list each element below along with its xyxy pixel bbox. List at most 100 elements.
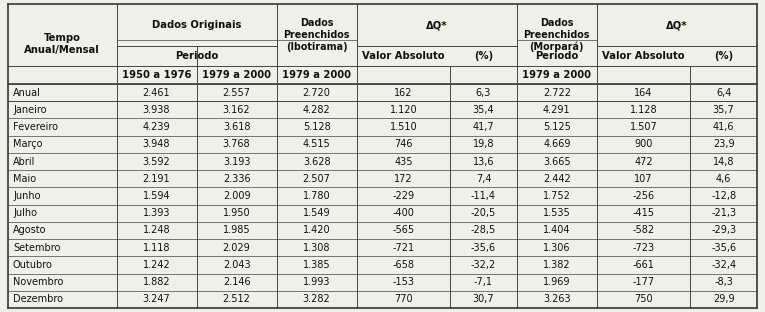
Text: 1.882: 1.882 [143,277,171,287]
Text: 2.009: 2.009 [223,191,250,201]
Text: 1.308: 1.308 [303,243,330,253]
Text: -661: -661 [633,260,655,270]
Text: 3.282: 3.282 [303,295,330,305]
Text: 3.263: 3.263 [543,295,571,305]
Text: 1.535: 1.535 [543,208,571,218]
Text: -35,6: -35,6 [711,243,736,253]
Text: 900: 900 [634,139,653,149]
Text: 1.969: 1.969 [543,277,571,287]
Text: 4.291: 4.291 [543,105,571,115]
Text: 1.507: 1.507 [630,122,657,132]
Text: -658: -658 [392,260,415,270]
Text: 1.404: 1.404 [543,226,571,236]
Text: 5.128: 5.128 [303,122,330,132]
Text: 3.665: 3.665 [543,157,571,167]
Text: 4.239: 4.239 [143,122,171,132]
Text: 164: 164 [634,88,653,98]
Text: -32,4: -32,4 [711,260,736,270]
Text: (%): (%) [714,51,733,61]
Text: 3.162: 3.162 [223,105,250,115]
Text: 1.385: 1.385 [303,260,330,270]
Text: 1.780: 1.780 [303,191,330,201]
Text: -11,4: -11,4 [471,191,496,201]
Text: -29,3: -29,3 [711,226,736,236]
Text: 1.128: 1.128 [630,105,657,115]
Text: 41,6: 41,6 [713,122,734,132]
Text: -721: -721 [392,243,415,253]
Text: 4,6: 4,6 [716,174,731,184]
Text: 6,4: 6,4 [716,88,731,98]
Text: -256: -256 [633,191,655,201]
Text: 1.752: 1.752 [543,191,571,201]
Text: (%): (%) [474,51,493,61]
Text: Maio: Maio [13,174,36,184]
Text: 1.306: 1.306 [543,243,571,253]
Text: -20,5: -20,5 [470,208,496,218]
Text: Julho: Julho [13,208,37,218]
Text: 2.722: 2.722 [543,88,571,98]
Text: -8,3: -8,3 [715,277,733,287]
Text: Periodo: Periodo [536,51,578,61]
Text: Junho: Junho [13,191,41,201]
Text: -582: -582 [633,226,655,236]
Text: 1.120: 1.120 [389,105,417,115]
Text: 2.512: 2.512 [223,295,251,305]
Text: 1.549: 1.549 [303,208,330,218]
Text: 2.461: 2.461 [143,88,171,98]
Text: -21,3: -21,3 [711,208,736,218]
Text: 2.029: 2.029 [223,243,250,253]
Text: 3.592: 3.592 [143,157,171,167]
Text: 2.146: 2.146 [223,277,250,287]
Text: -28,5: -28,5 [470,226,496,236]
Text: -177: -177 [633,277,655,287]
Text: 3.193: 3.193 [223,157,250,167]
Text: 35,4: 35,4 [473,105,494,115]
Text: 41,7: 41,7 [473,122,494,132]
Text: 472: 472 [634,157,653,167]
Text: -415: -415 [633,208,655,218]
Text: 2.442: 2.442 [543,174,571,184]
Text: Março: Março [13,139,43,149]
Text: 172: 172 [394,174,412,184]
Text: 107: 107 [634,174,653,184]
Text: -229: -229 [392,191,415,201]
Text: 3.247: 3.247 [143,295,171,305]
Text: Dados
Preenchidos
(Ibotirama): Dados Preenchidos (Ibotirama) [283,18,350,51]
Text: -12,8: -12,8 [711,191,736,201]
Text: 7,4: 7,4 [476,174,491,184]
Text: Dezembro: Dezembro [13,295,63,305]
Text: 13,6: 13,6 [473,157,494,167]
Text: Setembro: Setembro [13,243,60,253]
Text: Periodo: Periodo [175,51,218,61]
Text: -723: -723 [633,243,655,253]
Text: Abril: Abril [13,157,35,167]
Text: -400: -400 [392,208,415,218]
Text: 30,7: 30,7 [473,295,494,305]
Text: 1.420: 1.420 [303,226,330,236]
Text: 3.948: 3.948 [143,139,171,149]
Text: 1.393: 1.393 [143,208,171,218]
Text: 2.043: 2.043 [223,260,250,270]
Text: 4.669: 4.669 [543,139,571,149]
Text: 1979 a 2000: 1979 a 2000 [282,70,351,80]
Text: Valor Absoluto: Valor Absoluto [602,51,685,61]
Text: 2.191: 2.191 [143,174,171,184]
Text: -153: -153 [392,277,415,287]
Text: 1979 a 2000: 1979 a 2000 [522,70,591,80]
Text: 1.594: 1.594 [143,191,171,201]
Text: 1.510: 1.510 [389,122,417,132]
Text: 1.242: 1.242 [143,260,171,270]
Text: 1.382: 1.382 [543,260,571,270]
Text: 1.993: 1.993 [303,277,330,287]
Text: -565: -565 [392,226,415,236]
Text: Fevereiro: Fevereiro [13,122,58,132]
Text: ΔQ*: ΔQ* [426,20,448,30]
Text: 23,9: 23,9 [713,139,734,149]
Text: 1979 a 2000: 1979 a 2000 [202,70,271,80]
Text: ΔQ*: ΔQ* [666,20,688,30]
Text: 746: 746 [394,139,412,149]
Text: 35,7: 35,7 [713,105,734,115]
Text: Anual: Anual [13,88,41,98]
Text: 2.336: 2.336 [223,174,250,184]
Text: 29,9: 29,9 [713,295,734,305]
